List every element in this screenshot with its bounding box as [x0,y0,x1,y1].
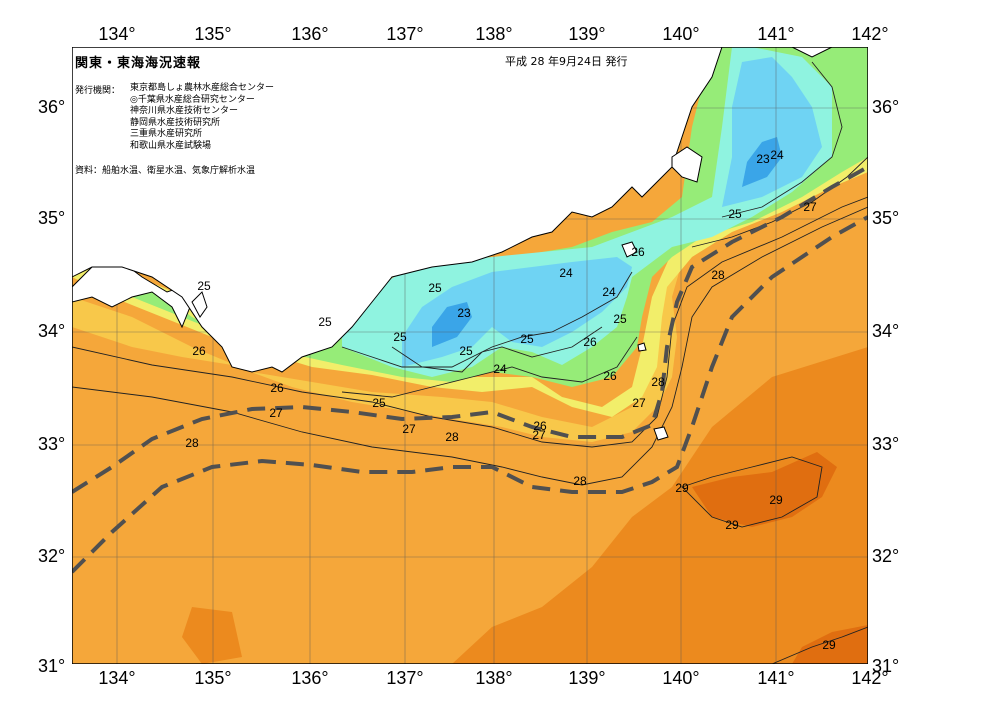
lat-label: 33° [872,434,900,454]
isotherm-label: 28 [185,436,199,450]
issuer-item: 東京都島しょ農林水産総合センター [130,83,275,93]
isotherm-label: 23 [457,306,471,320]
lat-label: 35° [872,208,900,228]
lon-label: 139° [568,24,606,44]
isotherm-lines [72,61,868,664]
lon-label: 139° [568,668,606,688]
isotherm-label: 25 [428,281,442,295]
isotherm-labels: 25 25 26 26 27 28 25 27 28 25 24 23 25 2… [185,148,836,652]
lat-label: 32° [38,546,66,566]
isotherm-label: 25 [520,332,534,346]
sst-29-zone [452,347,868,664]
lon-label: 141° [757,24,795,44]
isotherm-label: 27 [803,200,817,214]
lat-label: 33° [38,434,66,454]
lat-label: 31° [38,656,66,676]
lon-label: 141° [757,668,795,688]
isotherm-label: 24 [559,266,573,280]
isotherm-label: 29 [822,638,836,652]
issuer-label: 発行機関： [75,86,121,96]
lon-label: 134° [98,24,136,44]
lon-label: 142° [851,668,889,688]
isotherm-label: 25 [393,330,407,344]
sst-27-zone [72,137,868,442]
hachijo-island [653,426,669,441]
lon-label: 142° [851,24,889,44]
sea-temperature-map: 25 25 26 26 27 28 25 27 28 25 24 23 25 2… [72,47,868,664]
isotherm-label: 29 [725,518,739,532]
isotherm-label: 26 [270,381,284,395]
isotherm-label: 26 [631,245,645,259]
lon-label: 134° [98,668,136,688]
issuer-item: 神奈川県水産技術センター [130,106,239,116]
isotherm-label: 29 [769,493,783,507]
isotherm-label: 27 [632,396,646,410]
isotherm-label: 25 [318,315,332,329]
isotherm-label: 23 [756,152,770,166]
lat-label: 35° [38,208,66,228]
sst-29-zone [182,607,242,664]
lat-label: 36° [38,97,66,117]
issuer-list: 東京都島しょ農林水産総合センター ◎千葉県水産総合研究センター 神奈川県水産技術… [130,83,274,152]
isotherm-label: 27 [402,422,416,436]
isotherm-label: 27 [269,406,283,420]
issuer-item: 和歌山県水産試験場 [130,140,212,151]
isotherm-label: 24 [602,285,616,299]
lon-label: 135° [194,24,232,44]
isotherm-label: 26 [583,335,597,349]
isotherm-label: 25 [728,207,742,221]
lon-label: 136° [291,24,329,44]
isotherm-label: 26 [192,344,206,358]
lon-label: 138° [475,24,513,44]
issue-date: 平成 28 年9月24日 発行 [505,55,628,68]
isotherm-label: 25 [459,344,473,358]
isotherm-label: 28 [445,430,459,444]
lon-label: 140° [662,24,700,44]
isotherm-label: 29 [675,481,689,495]
isotherm-label: 24 [493,362,507,376]
issuer-item: ◎千葉県水産総合研究センター [130,94,255,105]
chiba-peninsula [671,146,703,183]
lat-label: 34° [38,321,66,341]
map-title: 関東・東海海況速報 [75,56,202,71]
lon-label: 140° [662,668,700,688]
isotherm-label: 25 [613,312,627,326]
sst-23-zone [742,137,782,187]
issuer-item: 三重県水産研究所 [130,129,203,139]
isotherm-label: 25 [372,396,386,410]
land-mass [72,47,868,441]
isotherm-label: 28 [711,268,725,282]
lat-label: 34° [872,321,900,341]
sst-24-zone [402,257,632,367]
lon-label: 136° [291,668,329,688]
isotherm-label: 25 [197,279,211,293]
lat-label: 31° [872,656,900,676]
isotherm-label: 26 [603,369,617,383]
isotherm-label: 27 [532,428,546,442]
data-source-note: 資料：船舶水温、衛星水温、気象庁解析水温 [75,166,256,176]
lon-label: 138° [475,668,513,688]
miyake-island [637,342,647,352]
lon-label: 135° [194,668,232,688]
honshu-coast [72,47,868,373]
awaji-island [191,291,208,318]
lon-label: 137° [386,24,424,44]
lon-label: 137° [386,668,424,688]
isotherm-label: 24 [770,148,784,162]
isotherm-label: 28 [651,375,665,389]
izu-oshima-island [621,241,638,258]
sst-23-zone [432,302,472,347]
issuer-item: 静岡県水産技術研究所 [130,117,221,128]
kuroshio-axis-lines [72,165,868,574]
lat-label: 36° [872,97,900,117]
isotherm-label: 28 [573,474,587,488]
sst-30-zone [692,452,837,527]
isotherm-label: 26 [533,419,547,433]
lat-label: 32° [872,546,900,566]
